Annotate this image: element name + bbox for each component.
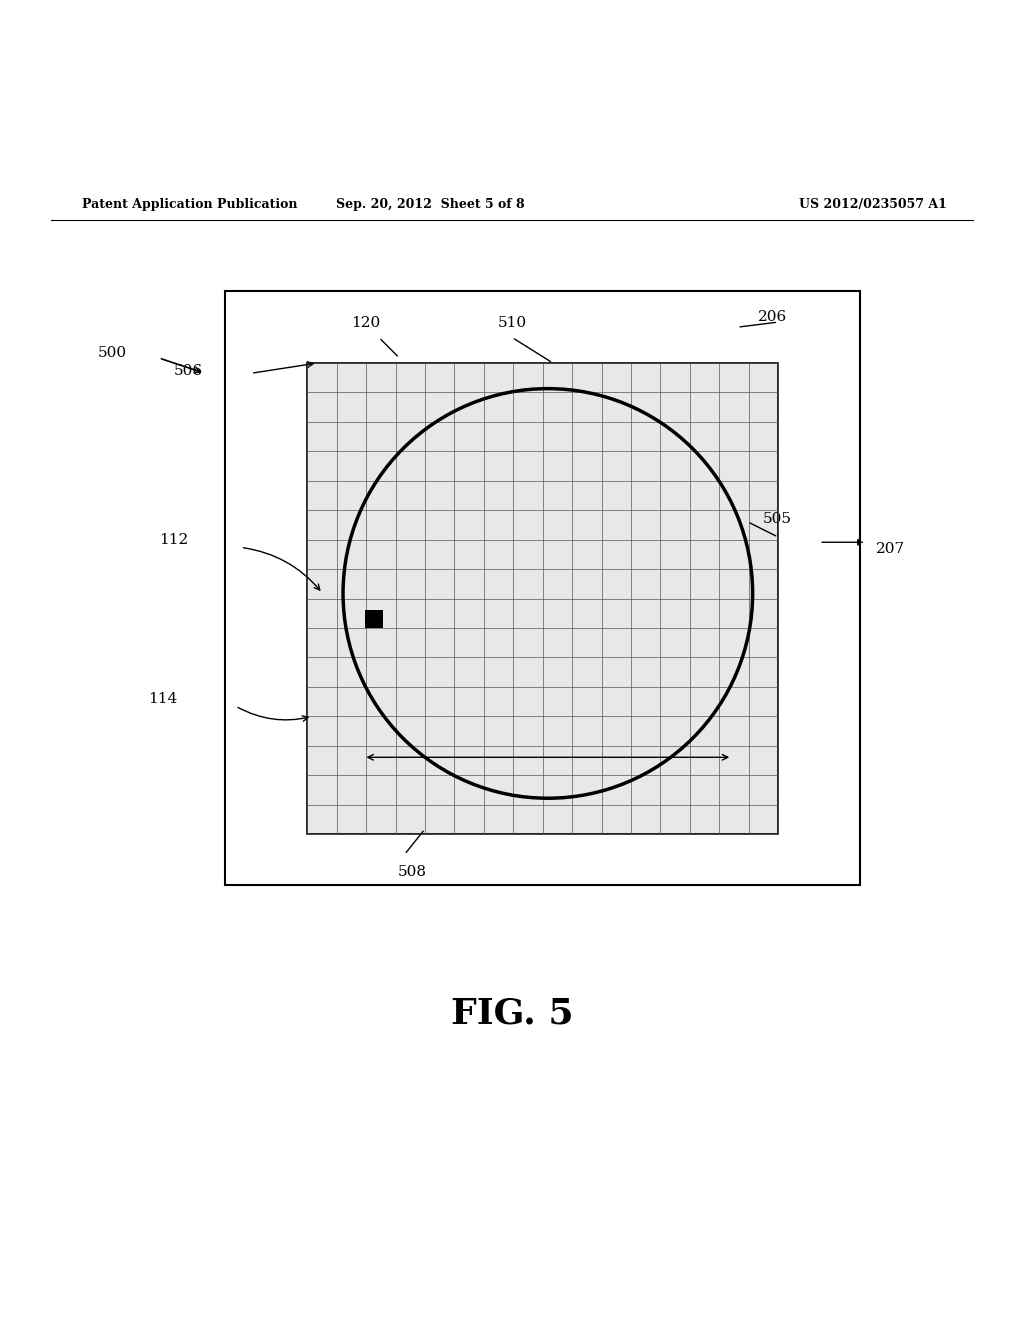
Text: 505: 505: [763, 512, 792, 525]
Text: 206: 206: [758, 310, 787, 325]
Text: 510: 510: [498, 317, 526, 330]
Text: 112: 112: [159, 533, 188, 548]
Text: FIG. 5: FIG. 5: [451, 997, 573, 1031]
Bar: [307, 363, 778, 834]
Bar: [225, 292, 860, 886]
Text: 500: 500: [97, 346, 126, 360]
Bar: [365, 610, 383, 628]
Text: Sep. 20, 2012  Sheet 5 of 8: Sep. 20, 2012 Sheet 5 of 8: [336, 198, 524, 211]
Text: 207: 207: [876, 543, 904, 557]
Text: Patent Application Publication: Patent Application Publication: [82, 198, 297, 211]
Text: US 2012/0235057 A1: US 2012/0235057 A1: [799, 198, 946, 211]
Text: 114: 114: [148, 692, 178, 706]
Text: 120: 120: [351, 317, 380, 330]
Text: 508: 508: [397, 865, 426, 879]
Text: 506: 506: [174, 364, 203, 379]
